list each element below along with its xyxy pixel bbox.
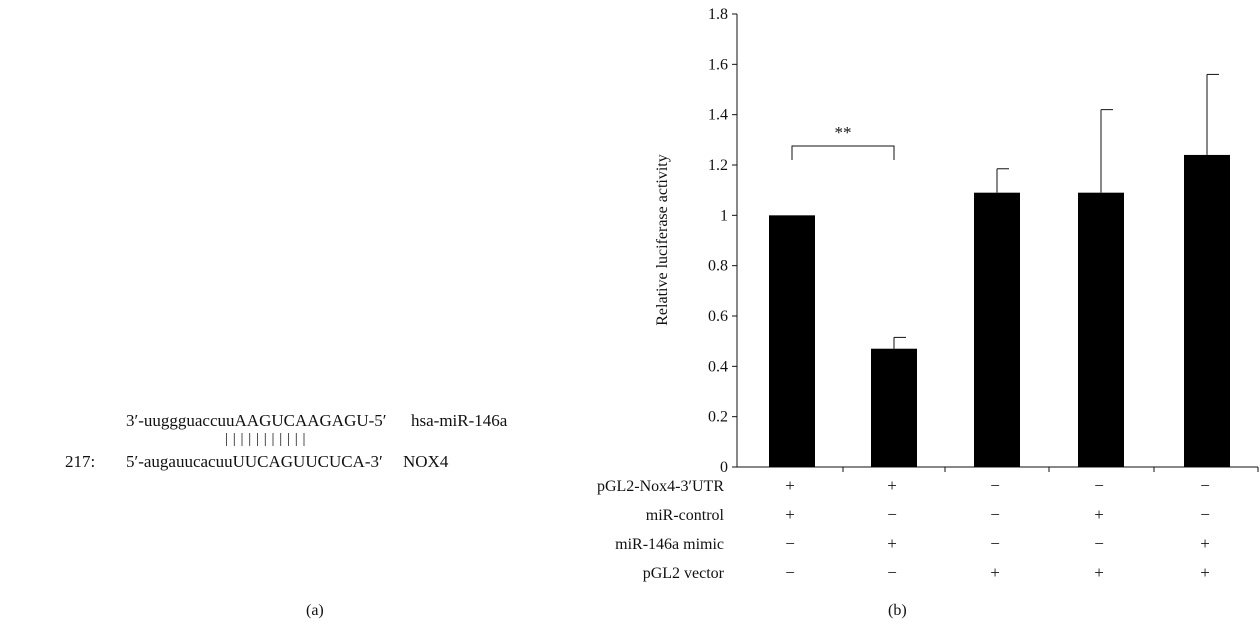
bar-series (769, 154, 1230, 467)
condition-cell: − (887, 505, 897, 524)
y-axis-label: Relative luciferase activity (654, 154, 671, 325)
condition-cell: − (1094, 534, 1104, 553)
condition-cell: − (785, 563, 795, 582)
pairing-lines: | | | | | | | | | | | (225, 431, 307, 447)
condition-cell: − (990, 505, 1000, 524)
condition-cell: + (887, 534, 897, 553)
panel-a-label: (a) (306, 602, 324, 619)
mirna-name: hsa-miR-146a (411, 411, 508, 430)
y-tick-label: 1 (720, 207, 728, 224)
y-tick-label: 1.6 (708, 56, 728, 73)
condition-cell: + (1200, 534, 1210, 553)
condition-row-label: pGL2-Nox4-3′UTR (597, 478, 724, 495)
significance-label: ** (835, 123, 852, 142)
condition-row-label: pGL2 vector (643, 565, 725, 582)
condition-cell: − (990, 534, 1000, 553)
condition-cell: + (1094, 505, 1104, 524)
condition-cell: + (990, 563, 1000, 582)
y-tick-label: 1.2 (708, 157, 728, 174)
error-bars (893, 73, 1219, 349)
y-tick-label: 0 (720, 459, 728, 476)
condition-cell: + (785, 505, 795, 524)
bar (1184, 154, 1230, 467)
condition-cell: − (1200, 505, 1210, 524)
significance-bracket: ** (791, 123, 895, 160)
y-tick-label: 0.2 (708, 409, 728, 426)
condition-cell: − (990, 476, 1000, 495)
target-sequence: 5′-augauucacuuUUCAGUUCUCA-3′ (126, 452, 383, 471)
bar (1078, 192, 1124, 467)
y-tick-label: 0.4 (708, 358, 728, 375)
condition-row-label: miR-146a mimic (615, 536, 724, 553)
y-tick-label: 0.6 (708, 308, 728, 325)
y-tick-label: 0.8 (708, 258, 728, 275)
condition-cell: + (887, 476, 897, 495)
condition-cell: − (887, 563, 897, 582)
condition-cell: + (1094, 563, 1104, 582)
bar (974, 192, 1020, 467)
condition-cell: − (785, 534, 795, 553)
y-tick-label: 1.8 (708, 6, 728, 23)
condition-table: pGL2-Nox4-3′UTR + + − − − miR-control + − − + − miR-… (597, 476, 1210, 582)
target-name: NOX4 (403, 452, 449, 471)
bar (769, 215, 815, 467)
target-position: 217: (65, 452, 96, 471)
condition-cell: − (1094, 476, 1104, 495)
bar (871, 348, 917, 467)
panel-b-label: (b) (888, 602, 907, 619)
condition-cell: + (785, 476, 795, 495)
mirna-sequence: 3′-uuggguaccuuAAGUCAAGAGU-5′ (126, 411, 387, 430)
condition-cell: − (1200, 476, 1210, 495)
condition-row-label: miR-control (646, 507, 725, 524)
bracket-line (791, 145, 895, 160)
condition-cell: + (1200, 563, 1210, 582)
y-tick-label: 1.4 (708, 107, 728, 124)
